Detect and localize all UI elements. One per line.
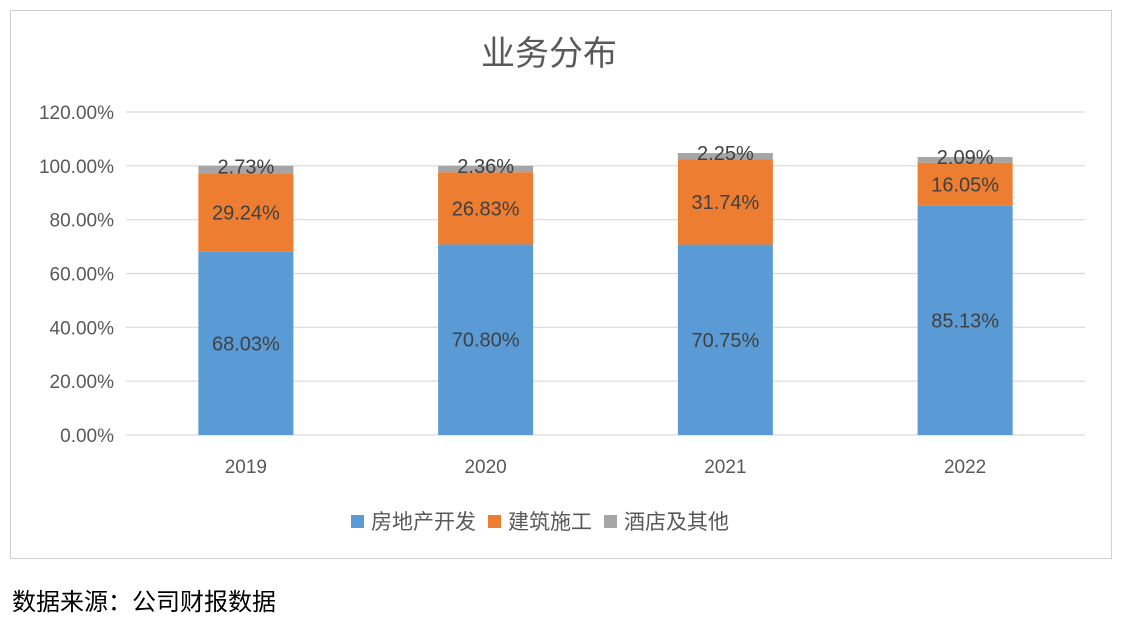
bar-segment [917,205,1013,435]
source-note: 数据来源：公司财报数据 [12,588,276,616]
bar-segment [917,162,1013,206]
data-label: 2.73% [218,157,275,179]
legend-label: 酒店及其他 [624,510,729,534]
x-tick-label: 2020 [464,457,506,478]
x-tick-label: 2022 [944,457,986,478]
y-tick-label: 20.00% [50,372,115,393]
bar-segment [198,165,294,174]
data-label: 29.24% [212,203,280,225]
data-label: 31.74% [691,192,759,214]
legend-swatch [604,515,617,528]
bar-segment [677,153,773,160]
legend-swatch [351,515,364,528]
bar-segment [917,157,1013,163]
data-labels: 68.03% 29.24% 2.73% 70.80% 26.83% 2.36% 70.75%… [212,143,999,355]
y-tick-label: 40.00% [50,318,115,339]
bar-segment [438,172,534,245]
data-label: 70.80% [452,330,520,352]
bar-segment [438,244,534,435]
bar-segment [438,165,534,173]
y-tick-label: 120.00% [39,103,114,124]
y-tick-label: 80.00% [50,211,115,232]
y-tick-label: 0.00% [60,426,114,447]
legend-label: 建筑施工 [508,510,592,534]
legend-swatch [488,515,501,528]
data-label: 70.75% [691,330,759,352]
data-label: 2.36% [457,156,514,178]
chart-frame: 业务分布 0.00% 20.00% 40.00% 60.00% 80.00% 100.00… [10,10,1112,559]
data-label: 26.83% [452,198,520,220]
data-label: 2.25% [697,143,754,165]
data-label: 85.13% [931,310,999,332]
y-axis-ticks: 0.00% 20.00% 40.00% 60.00% 80.00% 100.00% 120.… [39,103,114,447]
data-label: 16.05% [931,174,999,196]
bar-segment [677,159,773,245]
x-tick-label: 2021 [704,457,746,478]
chart-title: 业务分布 [481,34,617,74]
data-label: 2.09% [937,147,994,169]
legend-label: 房地产开发 [371,510,476,534]
y-tick-label: 60.00% [50,265,115,286]
data-label: 68.03% [212,333,280,355]
x-tick-label: 2019 [225,457,267,478]
bar-segment [198,251,294,435]
bar-segment [677,244,773,435]
x-axis-ticks: 2019 2020 2021 2022 [225,457,987,478]
legend: 房地产开发 建筑施工 酒店及其他 [351,510,729,534]
bar-segment [198,173,294,252]
stacked-bar-chart: 业务分布 0.00% 20.00% 40.00% 60.00% 80.00% 100.00… [39,34,1085,534]
bars [198,153,1013,435]
y-tick-label: 100.00% [39,157,114,178]
